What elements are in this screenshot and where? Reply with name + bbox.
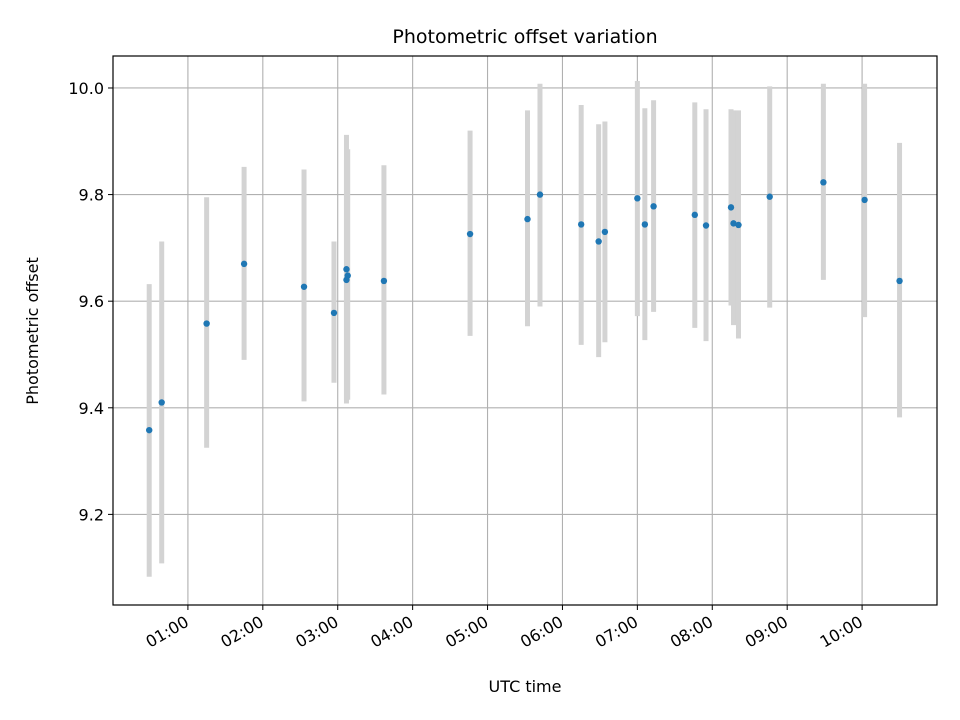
data-point [466,230,474,238]
data-point [300,283,308,290]
data-point [146,426,153,434]
y-tick-label: 9.2 [79,505,104,524]
data-point [158,399,165,406]
data-point [330,309,338,317]
y-axis-label: Photometric offset [23,257,42,405]
data-point [691,211,698,219]
y-tick-label: 9.4 [79,399,104,418]
data-point [524,215,531,223]
data-point [240,260,248,268]
data-point [766,193,773,200]
y-tick-label: 9.8 [79,186,104,205]
data-points [146,179,903,434]
data-point [650,203,657,210]
data-point [641,221,649,228]
y-tick-label: 10.0 [68,79,104,98]
data-point [634,195,641,202]
plot-frame [112,55,938,606]
data-point [861,196,868,204]
data-point [735,221,742,229]
y-tick-label: 9.6 [79,292,104,311]
data-point [896,277,903,285]
data-point [702,222,710,229]
x-axis-label: UTC time [489,677,562,696]
data-point [727,204,735,211]
data-point [730,220,737,227]
data-point [203,320,210,327]
data-point [343,276,350,284]
data-point [380,277,388,285]
data-point [595,238,602,245]
chart-title: Photometric offset variation [392,26,657,48]
data-point [577,221,585,228]
data-point [820,179,827,186]
data-point [601,228,609,236]
data-point [343,266,350,273]
y-axis-ticks: 9.2 9.4 9.6 9.8 10.0 [68,79,113,524]
data-point [536,191,544,198]
